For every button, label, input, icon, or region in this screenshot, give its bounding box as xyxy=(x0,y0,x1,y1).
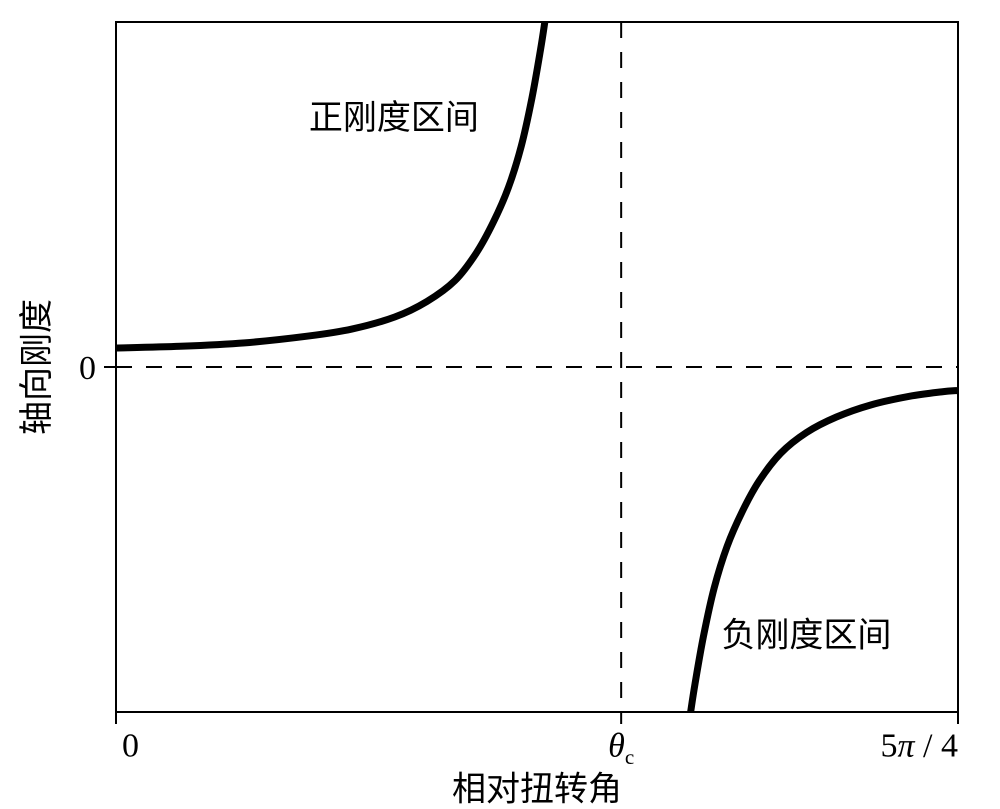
x-axis-label: 相对扭转角 xyxy=(452,770,622,808)
annotation-label: 负刚度区间 xyxy=(721,616,891,654)
chart-background xyxy=(0,0,1000,809)
x-tick-label: 0 xyxy=(122,727,139,764)
annotation-label: 正刚度区间 xyxy=(309,99,479,137)
x-tick-label-5pi4: 5π / 4 xyxy=(881,727,959,764)
chart-container: 0θc5π / 40相对扭转角轴向刚度正刚度区间负刚度区间 xyxy=(0,0,1000,809)
y-axis-label: 轴向刚度 xyxy=(18,299,56,435)
stiffness-chart: 0θc5π / 40相对扭转角轴向刚度正刚度区间负刚度区间 xyxy=(0,0,1000,809)
y-tick-label: 0 xyxy=(79,350,96,387)
